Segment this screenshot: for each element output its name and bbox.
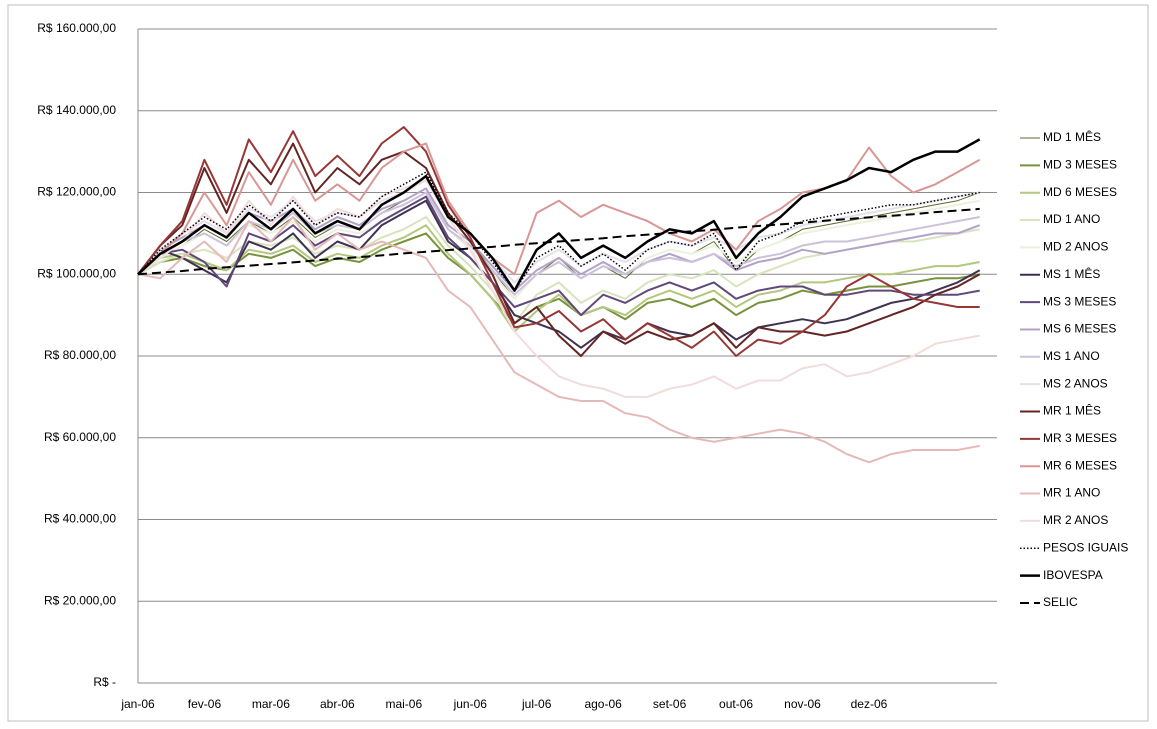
- series-line: [137, 138, 981, 292]
- series-line: [137, 216, 980, 464]
- x-tick-label: fev-06: [188, 697, 222, 711]
- legend-label: MD 1 ANO: [1043, 212, 1100, 226]
- series-line: [137, 142, 981, 357]
- x-tick-label: out-06: [719, 697, 753, 711]
- series-line: [137, 224, 980, 333]
- y-tick-label: R$ 60.000,00: [44, 430, 116, 444]
- x-tick-label: abr-06: [320, 697, 355, 711]
- y-tick-label: R$ 100.000,00: [37, 266, 116, 280]
- x-tick-label: mar-06: [252, 697, 290, 711]
- series-line: [137, 179, 980, 398]
- legend-label: MD 6 MESES: [1043, 185, 1117, 199]
- chart-border: [7, 4, 1149, 722]
- y-tick-label: R$ 80.000,00: [44, 348, 116, 362]
- series-line: [137, 179, 980, 284]
- x-tick-label: ago-06: [584, 697, 622, 711]
- y-tick-label: R$ 20.000,00: [44, 593, 116, 607]
- x-tick-label: set-06: [653, 697, 687, 711]
- legend-label: MD 3 MESES: [1043, 158, 1117, 172]
- y-tick-label: R$ 160.000,00: [37, 21, 116, 35]
- legend-label: MR 2 ANOS: [1043, 513, 1108, 527]
- x-tick-label: mai-06: [385, 697, 422, 711]
- series-line: [137, 199, 981, 349]
- legend-label: PESOS IGUAIS: [1043, 540, 1128, 554]
- legend-label: MR 6 MESES: [1043, 458, 1117, 472]
- x-tick-label: jul-06: [521, 697, 552, 711]
- legend-label: MS 1 ANO: [1043, 349, 1100, 363]
- legend-label: MS 3 MESES: [1043, 294, 1116, 308]
- legend-label: MS 2 ANOS: [1043, 376, 1108, 390]
- legend-label: MD 2 ANOS: [1043, 240, 1108, 254]
- y-tick-label: R$ 140.000,00: [37, 103, 116, 117]
- x-tick-label: dez-06: [851, 697, 888, 711]
- series-line: [137, 232, 980, 325]
- x-tick-label: nov-06: [784, 697, 821, 711]
- legend-label: SELIC: [1043, 595, 1078, 609]
- x-tick-label: jan-06: [120, 697, 155, 711]
- series-line: [137, 207, 980, 276]
- legend-label: MR 1 ANO: [1043, 486, 1100, 500]
- y-tick-label: R$ 40.000,00: [44, 512, 116, 526]
- legend-label: MR 3 MESES: [1043, 431, 1117, 445]
- series-line: [137, 126, 980, 357]
- legend-label: MR 1 MÊS: [1043, 403, 1101, 418]
- legend-label: MS 1 MÊS: [1043, 266, 1100, 281]
- legend-label: IBOVESPA: [1043, 568, 1103, 582]
- y-tick-label: R$ -: [93, 675, 116, 689]
- legend-label: MS 6 MESES: [1043, 322, 1116, 336]
- y-tick-label: R$ 120.000,00: [37, 185, 116, 199]
- legend-label: MD 1 MÊS: [1043, 129, 1101, 144]
- x-tick-label: jun-06: [453, 697, 488, 711]
